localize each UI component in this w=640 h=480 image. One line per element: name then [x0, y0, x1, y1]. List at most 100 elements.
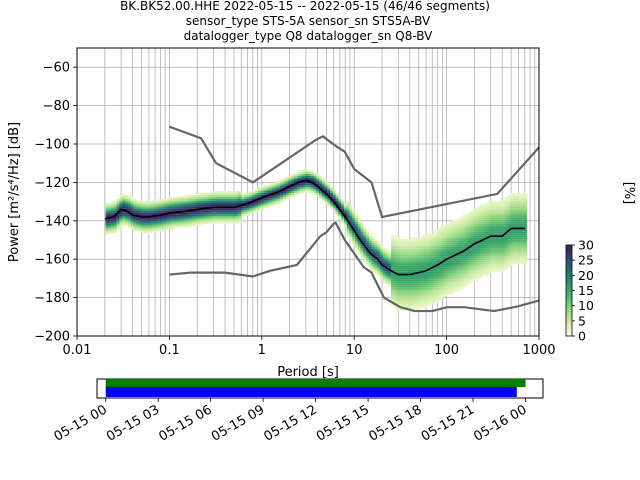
- density-cell: [521, 248, 525, 251]
- density-cell: [357, 225, 361, 228]
- density-cell: [504, 214, 508, 216]
- density-cell: [122, 196, 126, 199]
- density-cell: [485, 260, 489, 263]
- density-cell: [213, 208, 217, 211]
- density-cell: [407, 264, 411, 266]
- y-tick-label: −80: [43, 99, 70, 114]
- density-cell: [407, 254, 411, 257]
- density-cell: [341, 214, 345, 216]
- density-cell: [172, 223, 176, 226]
- density-cell: [388, 281, 392, 284]
- timeline-tick-label: 05-15 00: [52, 402, 110, 444]
- density-cell: [116, 223, 120, 226]
- density-cell: [302, 181, 306, 184]
- density-cell: [488, 237, 492, 240]
- density-cell: [399, 304, 403, 307]
- density-cell: [424, 239, 428, 241]
- density-cell: [252, 210, 256, 213]
- density-cell: [113, 227, 117, 230]
- density-cell: [105, 202, 109, 205]
- density-cell: [424, 285, 428, 288]
- density-cell: [202, 198, 206, 201]
- density-cell: [471, 214, 475, 216]
- density-cell: [391, 246, 395, 249]
- density-cell: [307, 175, 311, 178]
- density-cell: [510, 223, 514, 226]
- density-cell: [435, 235, 439, 238]
- density-cell: [391, 281, 395, 284]
- density-cell: [216, 196, 220, 199]
- density-cell: [507, 208, 511, 211]
- density-cell: [136, 206, 140, 209]
- density-cell: [307, 171, 311, 174]
- density-cell: [377, 264, 381, 266]
- density-cell: [404, 288, 408, 291]
- density-cell: [399, 260, 403, 263]
- density-cell: [490, 246, 494, 249]
- density-cell: [393, 239, 397, 241]
- density-cell: [169, 202, 173, 205]
- density-cell: [457, 223, 461, 226]
- density-cell: [521, 250, 525, 253]
- density-cell: [141, 219, 145, 222]
- density-cell: [402, 252, 406, 255]
- density-cell: [366, 242, 370, 245]
- density-cell: [299, 187, 303, 190]
- density-cell: [468, 229, 472, 232]
- density-cell: [510, 221, 514, 224]
- density-cell: [249, 196, 253, 199]
- density-cell: [172, 214, 176, 216]
- density-cell: [404, 283, 408, 286]
- density-cell: [435, 262, 439, 264]
- density-cell: [479, 246, 483, 249]
- density-cell: [482, 246, 486, 249]
- density-cell: [402, 296, 406, 299]
- density-cell: [160, 229, 165, 232]
- density-cell: [188, 200, 192, 203]
- density-cell: [346, 229, 350, 232]
- density-cell: [371, 265, 375, 268]
- density-cell: [307, 183, 311, 186]
- density-cell: [346, 231, 350, 234]
- density-cell: [194, 196, 198, 199]
- density-cell: [410, 252, 414, 255]
- density-cell: [452, 225, 456, 228]
- density-cell: [440, 244, 445, 247]
- density-cell: [515, 196, 519, 199]
- density-cell: [518, 250, 522, 253]
- density-cell: [413, 283, 417, 286]
- density-cell: [449, 267, 453, 270]
- density-cell: [454, 277, 458, 280]
- density-cell: [427, 290, 431, 293]
- density-cell: [379, 250, 384, 253]
- density-cell: [208, 217, 212, 220]
- density-cell: [449, 275, 453, 278]
- density-cell: [246, 208, 250, 211]
- density-cell: [255, 208, 259, 211]
- density-cell: [263, 198, 267, 201]
- density-cell: [452, 244, 456, 247]
- density-cell: [488, 223, 492, 226]
- density-cell: [435, 277, 439, 280]
- density-cell: [507, 214, 511, 216]
- density-cell: [435, 242, 439, 245]
- density-cell: [421, 302, 425, 305]
- density-cell: [493, 221, 497, 224]
- density-cell: [379, 265, 384, 268]
- density-cell: [446, 275, 450, 278]
- density-cell: [488, 244, 492, 247]
- density-cell: [377, 246, 381, 249]
- density-cell: [366, 235, 370, 238]
- density-cell: [152, 217, 156, 220]
- density-cell: [421, 298, 425, 301]
- density-cell: [280, 187, 284, 190]
- density-cell: [490, 256, 494, 259]
- density-cell: [501, 206, 505, 209]
- density-cell: [513, 262, 517, 264]
- density-cell: [219, 219, 223, 222]
- density-cell: [396, 296, 400, 299]
- density-cell: [504, 237, 508, 240]
- density-cell: [404, 306, 408, 309]
- density-cell: [188, 221, 192, 224]
- density-cell: [224, 196, 228, 199]
